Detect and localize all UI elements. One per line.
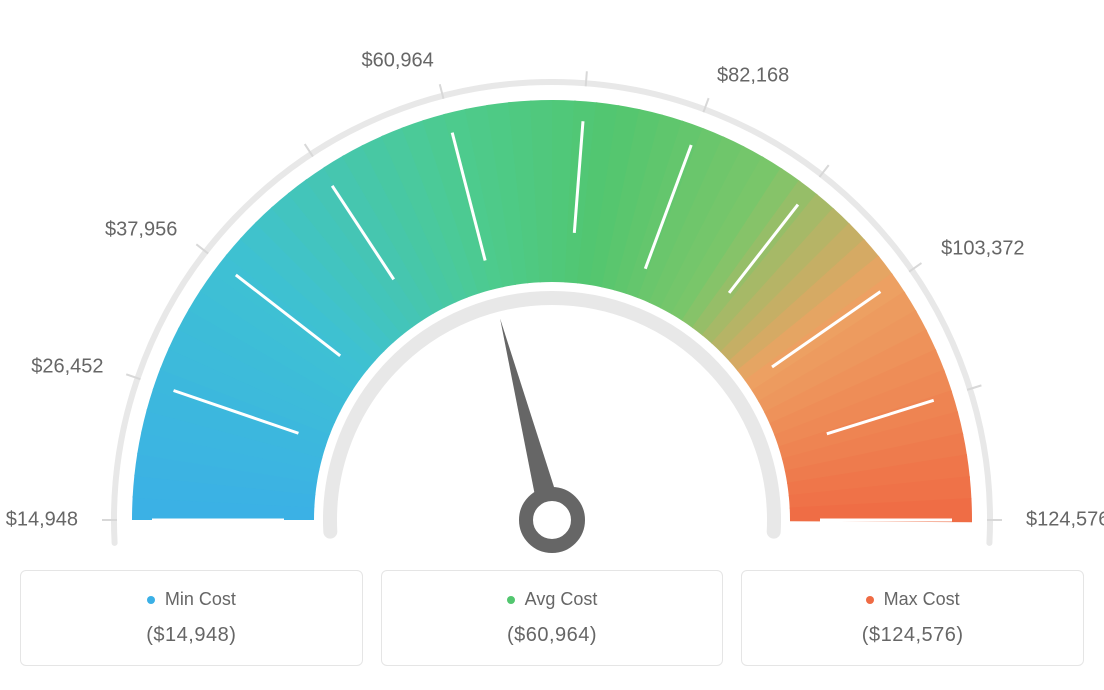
gauge-tick-label: $60,964 <box>361 49 433 72</box>
legend-card-max: Max Cost ($124,576) <box>741 570 1084 666</box>
gauge-tick-label: $103,372 <box>941 238 1024 261</box>
legend-title-max: Max Cost <box>866 589 960 610</box>
legend-title-avg: Avg Cost <box>507 589 598 610</box>
gauge-tick-label: $82,168 <box>717 64 789 87</box>
legend-row: Min Cost ($14,948) Avg Cost ($60,964) Ma… <box>20 570 1084 666</box>
legend-card-min: Min Cost ($14,948) <box>20 570 363 666</box>
legend-dot-min <box>147 596 155 604</box>
gauge-tick-label: $37,956 <box>105 218 177 241</box>
legend-value-avg: ($60,964) <box>392 624 713 647</box>
gauge-tick-label: $124,576 <box>1026 509 1104 532</box>
legend-label-min: Min Cost <box>165 589 236 610</box>
gauge-tick-label: $26,452 <box>31 355 103 378</box>
legend-label-max: Max Cost <box>884 589 960 610</box>
legend-dot-max <box>866 596 874 604</box>
legend-dot-avg <box>507 596 515 604</box>
gauge-tick-label: $14,948 <box>6 509 78 532</box>
gauge-svg <box>20 20 1084 560</box>
legend-card-avg: Avg Cost ($60,964) <box>381 570 724 666</box>
legend-value-min: ($14,948) <box>31 624 352 647</box>
legend-value-max: ($124,576) <box>752 624 1073 647</box>
chart-container: $14,948$26,452$37,956$60,964$82,168$103,… <box>20 20 1084 666</box>
legend-title-min: Min Cost <box>147 589 236 610</box>
gauge-chart: $14,948$26,452$37,956$60,964$82,168$103,… <box>20 20 1084 560</box>
legend-label-avg: Avg Cost <box>525 589 598 610</box>
